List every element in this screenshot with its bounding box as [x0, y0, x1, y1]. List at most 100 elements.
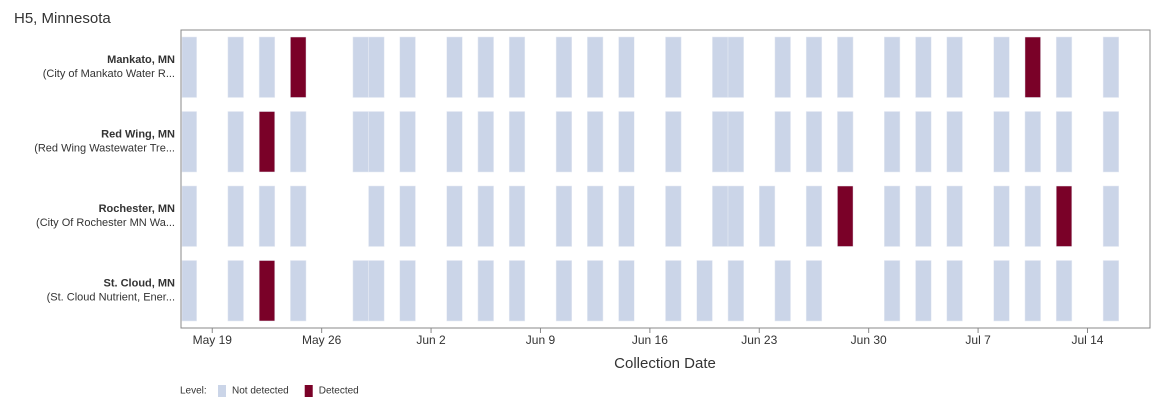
sample-cell	[555, 111, 572, 173]
sample-cell	[258, 260, 276, 322]
sample-cell	[477, 260, 494, 322]
sample-cell	[915, 260, 932, 322]
sample-cell	[352, 36, 369, 98]
sample-cell	[993, 111, 1010, 173]
sample-cell	[665, 185, 682, 247]
sample-cell	[884, 260, 901, 322]
sample-cell	[884, 111, 901, 173]
sample-cell	[1102, 260, 1119, 322]
sample-cell	[181, 36, 197, 98]
sample-cell	[227, 185, 244, 247]
sample-cell	[946, 185, 963, 247]
legend-swatch	[218, 385, 226, 397]
sample-cell	[774, 111, 791, 173]
sample-cell	[477, 185, 494, 247]
sample-cell	[993, 36, 1010, 98]
row-label: Red Wing, MN	[101, 129, 175, 141]
x-tick-label: Jun 23	[741, 333, 777, 347]
sample-cell	[1055, 185, 1073, 247]
x-tick-label: Jul 14	[1071, 333, 1103, 347]
x-tick-label: May 19	[193, 333, 233, 347]
sample-cell	[258, 36, 276, 98]
sample-cell	[399, 36, 416, 98]
sample-cell	[446, 260, 463, 322]
sample-cell	[712, 111, 729, 173]
x-tick-label: Jun 30	[851, 333, 887, 347]
sample-cell	[1102, 185, 1119, 247]
sample-cell	[1055, 260, 1073, 322]
sample-cell	[1055, 111, 1073, 173]
sample-cell	[696, 260, 713, 322]
sample-cell	[446, 36, 463, 98]
x-tick-label: Jul 7	[965, 333, 991, 347]
sample-cell	[727, 260, 744, 322]
sample-cell	[399, 260, 416, 322]
sample-cell	[774, 260, 791, 322]
row-sublabel: (City Of Rochester MN Wa...	[36, 217, 175, 229]
sample-cell	[665, 36, 682, 98]
sample-cell	[227, 260, 244, 322]
sample-cell	[1024, 185, 1041, 247]
sample-cell	[181, 185, 197, 247]
sample-cell	[555, 260, 572, 322]
x-tick-label: May 26	[302, 333, 342, 347]
row-sublabel: (Red Wing Wastewater Tre...	[34, 143, 175, 155]
sample-cell	[727, 185, 744, 247]
sample-cell	[837, 185, 854, 247]
sample-cell	[477, 36, 494, 98]
legend-title: Level:	[180, 386, 207, 397]
sample-cell	[352, 260, 369, 322]
sample-cell	[258, 111, 276, 173]
sample-cell	[665, 260, 682, 322]
sample-cell	[368, 260, 385, 322]
sample-cell	[618, 111, 635, 173]
sample-cell	[555, 36, 572, 98]
sample-cell	[993, 260, 1010, 322]
x-tick-label: Jun 9	[526, 333, 556, 347]
sample-cell	[618, 260, 635, 322]
sample-cell	[508, 111, 526, 173]
sample-cell	[258, 185, 276, 247]
legend-label: Not detected	[232, 386, 289, 397]
sample-cell	[227, 111, 244, 173]
sample-cell	[477, 111, 494, 173]
sample-cell	[946, 260, 963, 322]
sample-cell	[368, 36, 385, 98]
row-sublabel: (City of Mankato Water R...	[43, 68, 175, 80]
sample-cell	[915, 111, 932, 173]
sample-cell	[618, 185, 635, 247]
sample-cell	[884, 185, 901, 247]
sample-cell	[587, 185, 604, 247]
sample-cell	[946, 111, 963, 173]
sample-cell	[352, 111, 369, 173]
row-sublabel: (St. Cloud Nutrient, Ener...	[47, 292, 175, 304]
sample-cell	[1102, 111, 1119, 173]
row-label: St. Cloud, MN	[104, 278, 176, 290]
sample-cell	[508, 185, 526, 247]
sample-cell	[727, 36, 744, 98]
sample-cell	[665, 111, 682, 173]
sample-cell	[587, 260, 604, 322]
sample-cell	[508, 260, 526, 322]
x-tick-label: Jun 2	[416, 333, 446, 347]
sample-cell	[446, 185, 463, 247]
sample-cell	[368, 185, 385, 247]
sample-cell	[946, 36, 963, 98]
sample-cell	[290, 260, 307, 322]
sample-cell	[1024, 260, 1041, 322]
sample-cell	[181, 260, 197, 322]
legend-label: Detected	[319, 386, 359, 397]
sample-cell	[290, 36, 307, 98]
sample-cell	[368, 111, 385, 173]
sample-cell	[587, 36, 604, 98]
sample-cell	[805, 111, 823, 173]
sample-cell	[805, 260, 823, 322]
row-label: Mankato, MN	[107, 54, 175, 66]
sample-cell	[727, 111, 744, 173]
sample-cell	[618, 36, 635, 98]
sample-cell	[915, 36, 932, 98]
sample-cell	[712, 36, 729, 98]
sample-cell	[399, 111, 416, 173]
sample-cell	[1024, 111, 1041, 173]
